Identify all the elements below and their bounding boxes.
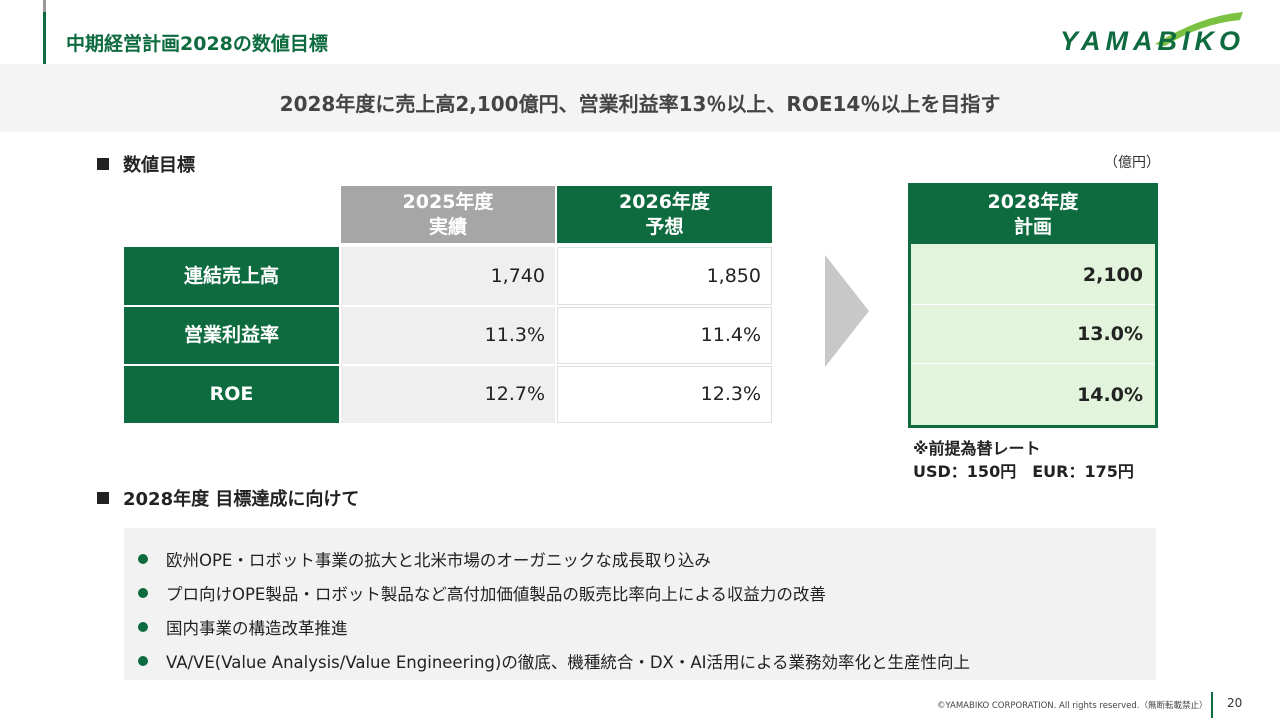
list-item: プロ向けOPE製品・ロボット製品など高付加価値製品の販売比率向上による収益力の改… <box>138 576 1156 610</box>
bullet-dot-icon <box>138 588 148 598</box>
page-number: 20 <box>1227 696 1243 710</box>
cell-sales-2025: 1,740 <box>341 247 555 305</box>
copyright: ©YAMABIKO CORPORATION. All rights reserv… <box>937 701 1208 711</box>
row-label-op-margin: 営業利益率 <box>124 307 339 364</box>
square-bullet-icon <box>97 158 109 170</box>
slide-title: 中期経営計画2028の数値目標 <box>66 33 328 55</box>
bullet-dot-icon <box>138 656 148 666</box>
list-item: 欧州OPE・ロボット事業の拡大と北米市場のオーガニックな成長取り込み <box>138 542 1156 576</box>
title-accent-line <box>43 0 46 64</box>
row-label-roe: ROE <box>124 366 339 423</box>
cell-margin-2026: 11.4% <box>557 307 772 364</box>
plan-header: 2028年度 計画 <box>911 186 1155 244</box>
bullet-dot-icon <box>138 554 148 564</box>
plan-sales: 2,100 <box>911 247 1155 305</box>
square-bullet-icon <box>97 492 109 504</box>
section-achievement: 2028年度 目標達成に向けて <box>97 485 359 511</box>
row-label-sales: 連結売上高 <box>124 247 339 305</box>
list-item: VA/VE(Value Analysis/Value Engineering)の… <box>138 644 1156 678</box>
section-heading: 数値目標 <box>123 155 195 176</box>
unit-label: （億円） <box>1104 155 1160 171</box>
col-header-2025: 2025年度 実績 <box>341 186 555 243</box>
col-header-2026: 2026年度 予想 <box>557 186 772 243</box>
footer-divider <box>1211 692 1213 718</box>
cell-roe-2025: 12.7% <box>341 366 555 423</box>
headline-band <box>0 64 1280 132</box>
arrow-right-icon <box>825 255 869 367</box>
cell-margin-2025: 11.3% <box>341 307 555 364</box>
bullet-dot-icon <box>138 622 148 632</box>
svg-text:YAMABIKO: YAMABIKO <box>1060 26 1240 56</box>
yamabiko-logo: YAMABIKO <box>1060 12 1243 56</box>
plan-op-margin: 13.0% <box>911 306 1155 364</box>
list-item: 国内事業の構造改革推進 <box>138 610 1156 644</box>
initiatives-list: 欧州OPE・ロボット事業の拡大と北米市場のオーガニックな成長取り込み プロ向けO… <box>124 528 1156 680</box>
plan-roe: 14.0% <box>911 365 1155 425</box>
plan-2028-box: 2028年度 計画 2,100 13.0% 14.0% <box>908 183 1158 428</box>
section-numeric-targets: 数値目標 <box>97 151 195 177</box>
cell-sales-2026: 1,850 <box>557 247 772 305</box>
fx-rate-note: ※前提為替レート USD：150円 EUR：175円 <box>913 439 1134 481</box>
headline: 2028年度に売上高2,100億円、営業利益率13％以上、ROE14％以上を目指… <box>279 92 1001 116</box>
cell-roe-2026: 12.3% <box>557 366 772 423</box>
section-heading: 2028年度 目標達成に向けて <box>123 489 360 510</box>
